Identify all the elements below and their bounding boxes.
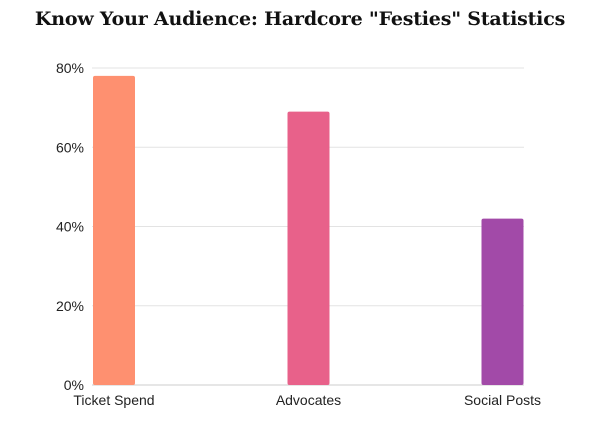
y-tick-label-60: 60% <box>56 139 84 155</box>
x-axis-category-labels: Ticket Spend Advocates Social Posts <box>73 392 541 408</box>
chart-title: Know Your Audience: Hardcore "Festies" S… <box>34 8 566 30</box>
y-tick-label-40: 40% <box>56 219 84 235</box>
x-category-label-social-posts: Social Posts <box>464 392 541 408</box>
bar-advocates <box>287 111 330 386</box>
y-tick-label-20: 20% <box>56 298 84 314</box>
y-tick-label-0: 0% <box>64 377 84 393</box>
y-tick-label-80: 80% <box>56 60 84 76</box>
y-axis-tick-labels: 0% 20% 40% 60% 80% <box>56 60 84 393</box>
bars <box>93 75 524 386</box>
x-category-label-advocates: Advocates <box>276 392 341 408</box>
bar-social-posts <box>481 218 524 385</box>
x-category-label-ticket-spend: Ticket Spend <box>73 392 154 408</box>
bar-ticket-spend <box>93 75 135 386</box>
